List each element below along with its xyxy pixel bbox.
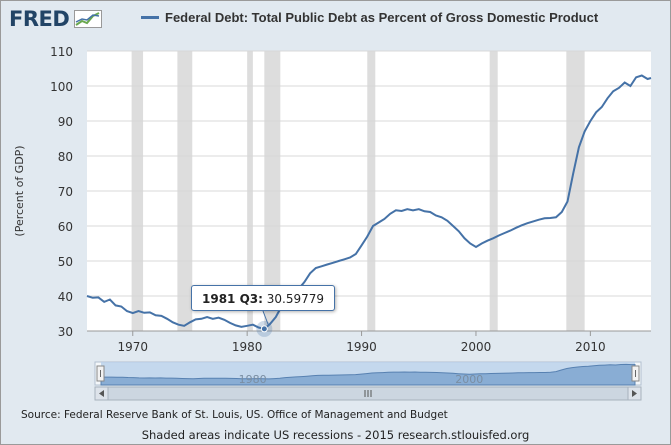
y-tick-label: 40 — [58, 290, 73, 304]
y-tick-label: 70 — [58, 185, 73, 199]
navigator-label: 1980 — [239, 373, 267, 386]
legend-series-swatch — [141, 16, 159, 19]
fred-logo-text: FRED — [9, 7, 70, 31]
tooltip-pointer — [262, 310, 269, 326]
chart-legend[interactable]: Federal Debt: Total Public Debt as Perce… — [141, 10, 598, 25]
legend-series-label: Federal Debt: Total Public Debt as Perce… — [165, 10, 599, 25]
y-tick-label: 100 — [50, 80, 73, 94]
y-axis-ticks: 30 40 50 60 70 80 90 100 110 — [50, 45, 73, 339]
scroll-left-arrow-icon — [99, 390, 104, 397]
navigator-labels: 1980 2000 — [239, 373, 484, 386]
navigator-label: 2000 — [455, 373, 483, 386]
hover-point — [260, 325, 268, 333]
x-tick-label: 1990 — [346, 340, 377, 354]
y-tick-label: 90 — [58, 115, 73, 129]
y-axis-label: (Percent of GDP) — [13, 145, 26, 236]
tooltip-period: 1981 Q3: — [202, 292, 263, 306]
series-line[interactable] — [86, 74, 652, 330]
y-tick-label: 110 — [50, 45, 73, 59]
y-tick-label: 80 — [58, 150, 73, 164]
data-tooltip: 1981 Q3: 30.59779 — [191, 285, 335, 311]
x-tick-label: 2010 — [575, 340, 606, 354]
fred-logo[interactable]: FRED — [9, 7, 103, 31]
scrollbar-grip-icon — [364, 390, 372, 397]
x-axis-ticks: 1970 1980 1990 2000 2010 — [117, 331, 606, 354]
x-tick-label: 2000 — [461, 340, 492, 354]
x-tick-label: 1980 — [232, 340, 263, 354]
y-tick-label: 60 — [58, 220, 73, 234]
x-tick-label: 1970 — [117, 340, 148, 354]
tooltip-value: 30.59779 — [266, 292, 325, 306]
navigator-series-area — [100, 363, 636, 386]
hover-marker — [256, 310, 273, 337]
source-note: Source: Federal Reserve Bank of St. Loui… — [21, 409, 448, 421]
scroll-right-arrow-icon — [632, 390, 637, 397]
y-tick-label: 50 — [58, 255, 73, 269]
footer-note[interactable]: Shaded areas indicate US recessions - 20… — [141, 428, 530, 442]
y-tick-label: 30 — [58, 325, 73, 339]
trend-chart-icon — [74, 10, 103, 28]
